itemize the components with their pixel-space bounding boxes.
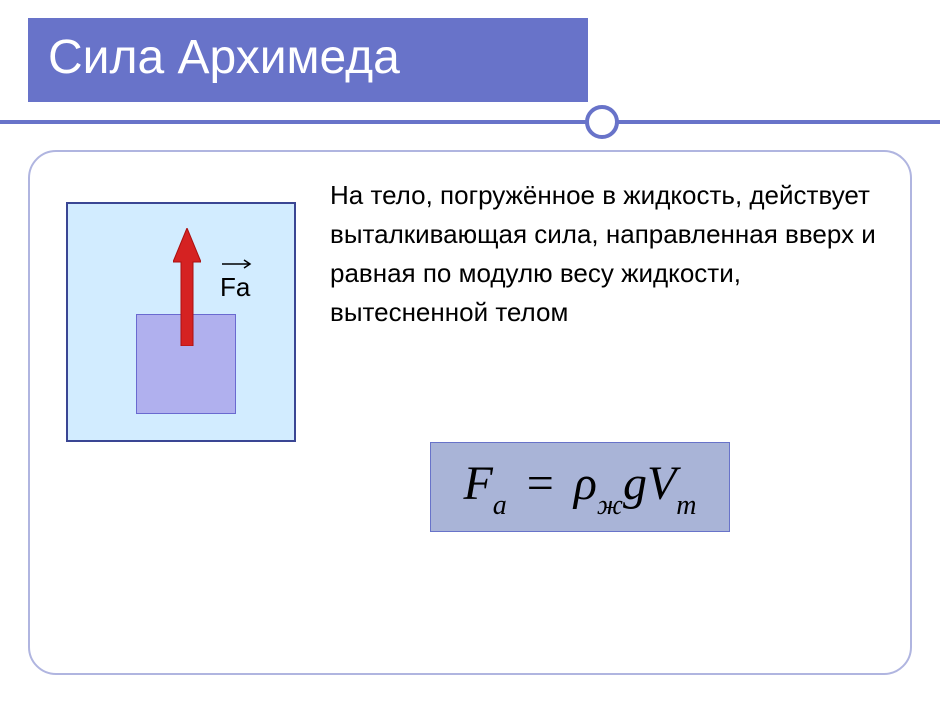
- formula-V-sub: т: [676, 490, 696, 521]
- formula-rho-sub: ж: [597, 490, 623, 521]
- force-label: Fa: [220, 272, 250, 303]
- title-bar: Сила Архимеда: [0, 18, 940, 118]
- vector-overline-icon: [220, 258, 256, 270]
- formula-equals: =: [519, 457, 562, 510]
- force-arrow-icon: [173, 228, 201, 346]
- archimedes-formula: Fa = ρжgVт: [463, 456, 696, 518]
- title-decor-circle: [585, 105, 619, 139]
- formula-V: V: [647, 457, 676, 510]
- body-text: На тело, погружённое в жидкость, действу…: [330, 176, 890, 332]
- archimedes-diagram: Fa: [66, 202, 296, 442]
- formula-rho: ρ: [574, 457, 597, 510]
- formula-F: F: [463, 457, 492, 510]
- slide-title: Сила Архимеда: [48, 30, 400, 85]
- slide: Сила Архимеда Fa На тело, погружённое в …: [0, 0, 940, 705]
- title-divider-line: [0, 120, 940, 124]
- formula-F-sub: a: [493, 490, 507, 521]
- formula-box: Fa = ρжgVт: [430, 442, 730, 532]
- formula-g: g: [623, 457, 647, 510]
- content-frame: Fa На тело, погружённое в жидкость, дейс…: [28, 150, 912, 675]
